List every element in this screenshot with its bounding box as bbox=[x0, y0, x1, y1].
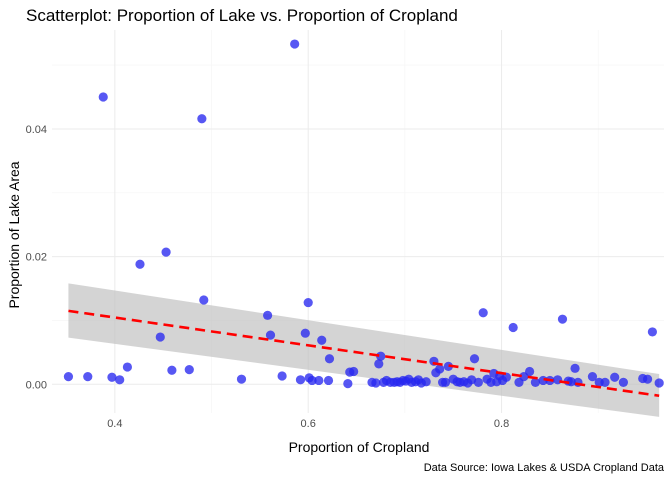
data-point bbox=[236, 374, 247, 384]
data-point bbox=[530, 377, 541, 387]
data-point bbox=[654, 378, 664, 388]
y-tick-label: 0.04 bbox=[26, 124, 47, 136]
data-point bbox=[277, 371, 287, 381]
data-point bbox=[197, 114, 207, 124]
data-point bbox=[553, 375, 563, 385]
data-point bbox=[323, 375, 334, 386]
data-point bbox=[647, 327, 657, 337]
data-point bbox=[135, 259, 145, 269]
data-point bbox=[435, 364, 445, 374]
data-point bbox=[265, 330, 276, 340]
chart-caption: Data Source: Iowa Lakes & USDA Cropland … bbox=[424, 462, 665, 474]
data-point bbox=[314, 375, 324, 386]
data-point bbox=[343, 379, 353, 389]
data-point bbox=[122, 362, 133, 372]
data-point bbox=[587, 372, 598, 382]
data-point bbox=[501, 372, 512, 382]
data-point bbox=[508, 322, 518, 333]
data-point bbox=[440, 377, 451, 387]
data-point bbox=[115, 375, 125, 385]
data-point bbox=[374, 359, 384, 369]
data-point bbox=[421, 377, 431, 387]
data-point bbox=[83, 372, 93, 382]
data-point bbox=[107, 372, 117, 382]
confidence-band bbox=[68, 283, 660, 417]
data-point bbox=[199, 295, 209, 305]
data-point bbox=[63, 372, 74, 382]
trend-line bbox=[68, 309, 660, 398]
data-point bbox=[600, 377, 610, 387]
data-point bbox=[317, 335, 327, 345]
y-axis-title: Proportion of Lake Area bbox=[6, 161, 22, 308]
data-point bbox=[610, 372, 620, 382]
confidence-band-area bbox=[68, 283, 660, 417]
x-axis-title: Proportion of Cropland bbox=[289, 439, 430, 455]
x-tick-label: 0.8 bbox=[494, 418, 509, 430]
data-point bbox=[376, 351, 386, 361]
data-point bbox=[295, 375, 306, 385]
data-point bbox=[642, 374, 653, 384]
data-point bbox=[307, 375, 317, 386]
data-point bbox=[525, 366, 535, 377]
data-point bbox=[570, 363, 580, 373]
data-point bbox=[469, 354, 480, 364]
data-point bbox=[324, 354, 335, 364]
data-point bbox=[303, 297, 313, 308]
data-point bbox=[618, 377, 628, 387]
data-point bbox=[98, 92, 108, 102]
data-point bbox=[349, 366, 359, 377]
x-tick-label: 0.4 bbox=[107, 418, 122, 430]
data-point bbox=[557, 314, 568, 324]
data-point bbox=[300, 328, 310, 338]
chart-title: Scatterplot: Proportion of Lake vs. Prop… bbox=[26, 6, 458, 25]
data-point bbox=[473, 377, 483, 387]
data-point bbox=[371, 378, 381, 388]
data-point bbox=[167, 365, 177, 375]
data-point bbox=[155, 332, 165, 342]
data-point bbox=[184, 364, 194, 375]
data-point bbox=[263, 310, 273, 320]
data-point bbox=[443, 361, 453, 372]
tick-labels: 0.4 0.6 0.8 0.00 0.02 0.04 bbox=[26, 124, 510, 430]
data-point bbox=[478, 308, 488, 318]
y-tick-label: 0.02 bbox=[26, 252, 47, 264]
x-tick-label: 0.6 bbox=[301, 418, 316, 430]
y-tick-label: 0.00 bbox=[26, 379, 47, 391]
regression-line bbox=[68, 309, 660, 398]
data-point bbox=[161, 247, 171, 257]
data-point bbox=[290, 39, 300, 49]
